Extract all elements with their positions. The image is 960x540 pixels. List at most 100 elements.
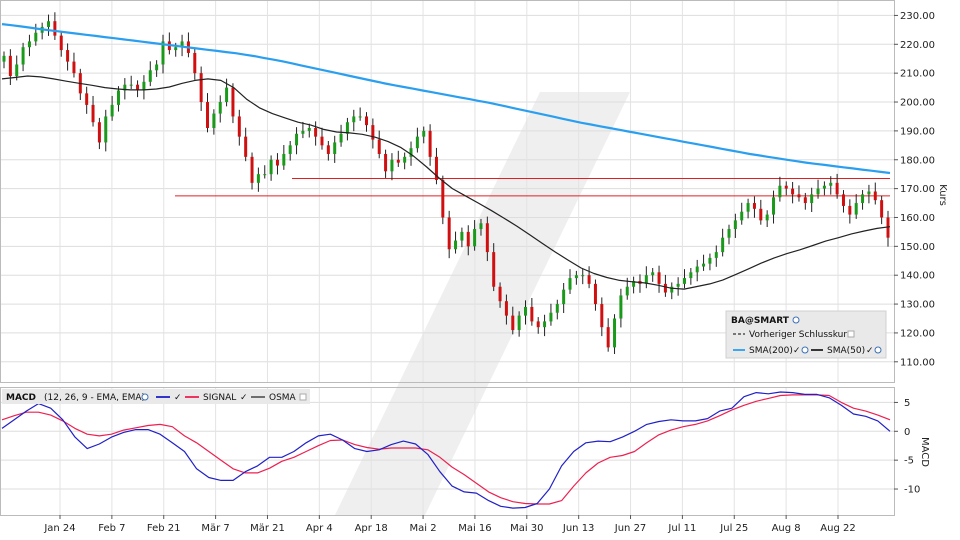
candle-up (339, 133, 343, 143)
candle-up (682, 278, 686, 284)
price-y-tick-label: 190.00 (900, 126, 935, 137)
candle-up (644, 275, 648, 284)
candle-down (237, 116, 241, 137)
candle-down (511, 315, 515, 331)
candle-down (428, 130, 432, 157)
macd-panel-frame (0, 387, 895, 516)
macd-legend: MACD (12, 26, 9 - EMA, EMA) ✓ SIGNAL ✓ O… (2, 389, 310, 404)
candle-down (492, 252, 496, 287)
legend-sma50-check-icon[interactable]: ✓ (866, 346, 874, 356)
macd-y-axis: 5 0 -5 -10 (894, 398, 920, 496)
price-y-tick-label: 140.00 (900, 271, 935, 282)
macd-legend-osma-checkbox[interactable] (299, 393, 307, 401)
candle-up (288, 145, 292, 154)
macd-legend-label: MACD (6, 393, 36, 403)
candle-up (409, 148, 413, 157)
candle-down (530, 306, 534, 322)
macd-legend-gear-icon[interactable] (141, 393, 149, 401)
macd-y-axis-title: MACD (919, 437, 930, 467)
candle-down (606, 327, 610, 348)
x-tick-label: Aug 8 (772, 523, 801, 534)
candle-up (212, 113, 216, 128)
candle-up (345, 122, 349, 134)
candle-up (568, 278, 572, 290)
candle-down (53, 21, 57, 36)
candle-up (104, 116, 108, 143)
price-legend: BA@SMART Vorheriger Schlusskurs SMA(200)… (725, 310, 887, 359)
candle-up (301, 130, 305, 134)
x-tick-label: Jan 24 (43, 523, 75, 534)
candle-down (434, 156, 438, 180)
candlesticks (2, 12, 890, 355)
candle-up (727, 229, 731, 238)
candle-up (765, 214, 769, 221)
candle-down (59, 35, 63, 51)
x-tick-label: Jul 25 (719, 523, 748, 534)
x-tick-label: Mai 2 (410, 523, 437, 534)
candle-down (320, 136, 324, 146)
price-y-axis: 230.00 220.00 210.00 200.00 190.00 180.00 170.… (894, 11, 935, 368)
candle-up (695, 266, 699, 273)
macd-legend-macd-check-icon[interactable]: ✓ (174, 393, 182, 403)
x-tick-label: Mär 21 (250, 523, 285, 534)
price-legend-box (725, 310, 887, 359)
macd-legend-osma: OSMA (269, 393, 297, 403)
candle-down (797, 194, 801, 198)
candle-up (613, 318, 617, 348)
price-panel-frame (0, 0, 895, 383)
x-tick-label: Mai 30 (510, 523, 543, 534)
legend-symbol: BA@SMART (731, 316, 790, 326)
price-y-tick-label: 150.00 (900, 242, 935, 253)
candle-up (282, 153, 286, 166)
candle-down (275, 159, 279, 166)
candle-up (123, 84, 127, 91)
candle-up (295, 133, 299, 146)
candle-up (27, 41, 31, 48)
candle-up (460, 231, 464, 241)
candle-down (250, 156, 254, 183)
candle-up (651, 272, 655, 276)
candle-up (269, 159, 273, 175)
macd-legend-signal-check-icon[interactable]: ✓ (240, 393, 248, 403)
legend-sma200-gear-icon[interactable] (801, 346, 809, 354)
candle-down (441, 179, 445, 218)
price-y-axis-title: Kurs (937, 184, 948, 206)
candle-down (600, 304, 604, 328)
candle-up (218, 102, 222, 114)
candle-up (822, 185, 826, 189)
candle-down (498, 286, 502, 302)
candle-up (619, 295, 623, 319)
x-tick-label: Mär 7 (201, 523, 229, 534)
candle-down (803, 197, 807, 204)
candle-down (8, 55, 12, 77)
candle-up (110, 104, 114, 117)
watermark-slash (335, 92, 630, 515)
legend-sma50-gear-icon[interactable] (874, 346, 882, 354)
candle-up (733, 220, 737, 230)
candle-down (886, 217, 890, 238)
candle-down (848, 205, 852, 215)
candle-down (206, 102, 210, 128)
legend-symbol-gear-icon[interactable] (792, 316, 800, 324)
x-tick-label: Jun 13 (562, 523, 595, 534)
candle-up (562, 289, 566, 305)
price-y-tick-label: 210.00 (900, 69, 935, 80)
x-tick-label: Jun 27 (614, 523, 647, 534)
legend-prev-close-checkbox[interactable] (847, 330, 855, 338)
macd-signal-line (1, 394, 891, 505)
candle-up (403, 156, 407, 163)
candle-down (759, 208, 763, 221)
candle-up (148, 70, 152, 82)
candle-up (390, 159, 394, 172)
macd-y-tick-label: -10 (904, 485, 920, 496)
legend-sma200-check-icon[interactable]: ✓ (793, 346, 801, 356)
candle-up (352, 116, 356, 123)
candle-up (772, 197, 776, 215)
candle-down (72, 61, 76, 74)
candle-up (714, 252, 718, 258)
candle-up (746, 203, 750, 212)
candle-up (861, 194, 865, 204)
candle-down (791, 188, 795, 195)
